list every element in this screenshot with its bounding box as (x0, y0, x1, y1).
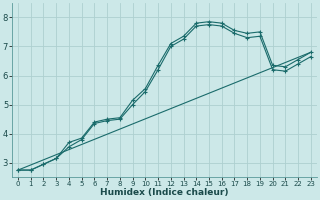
X-axis label: Humidex (Indice chaleur): Humidex (Indice chaleur) (100, 188, 229, 197)
